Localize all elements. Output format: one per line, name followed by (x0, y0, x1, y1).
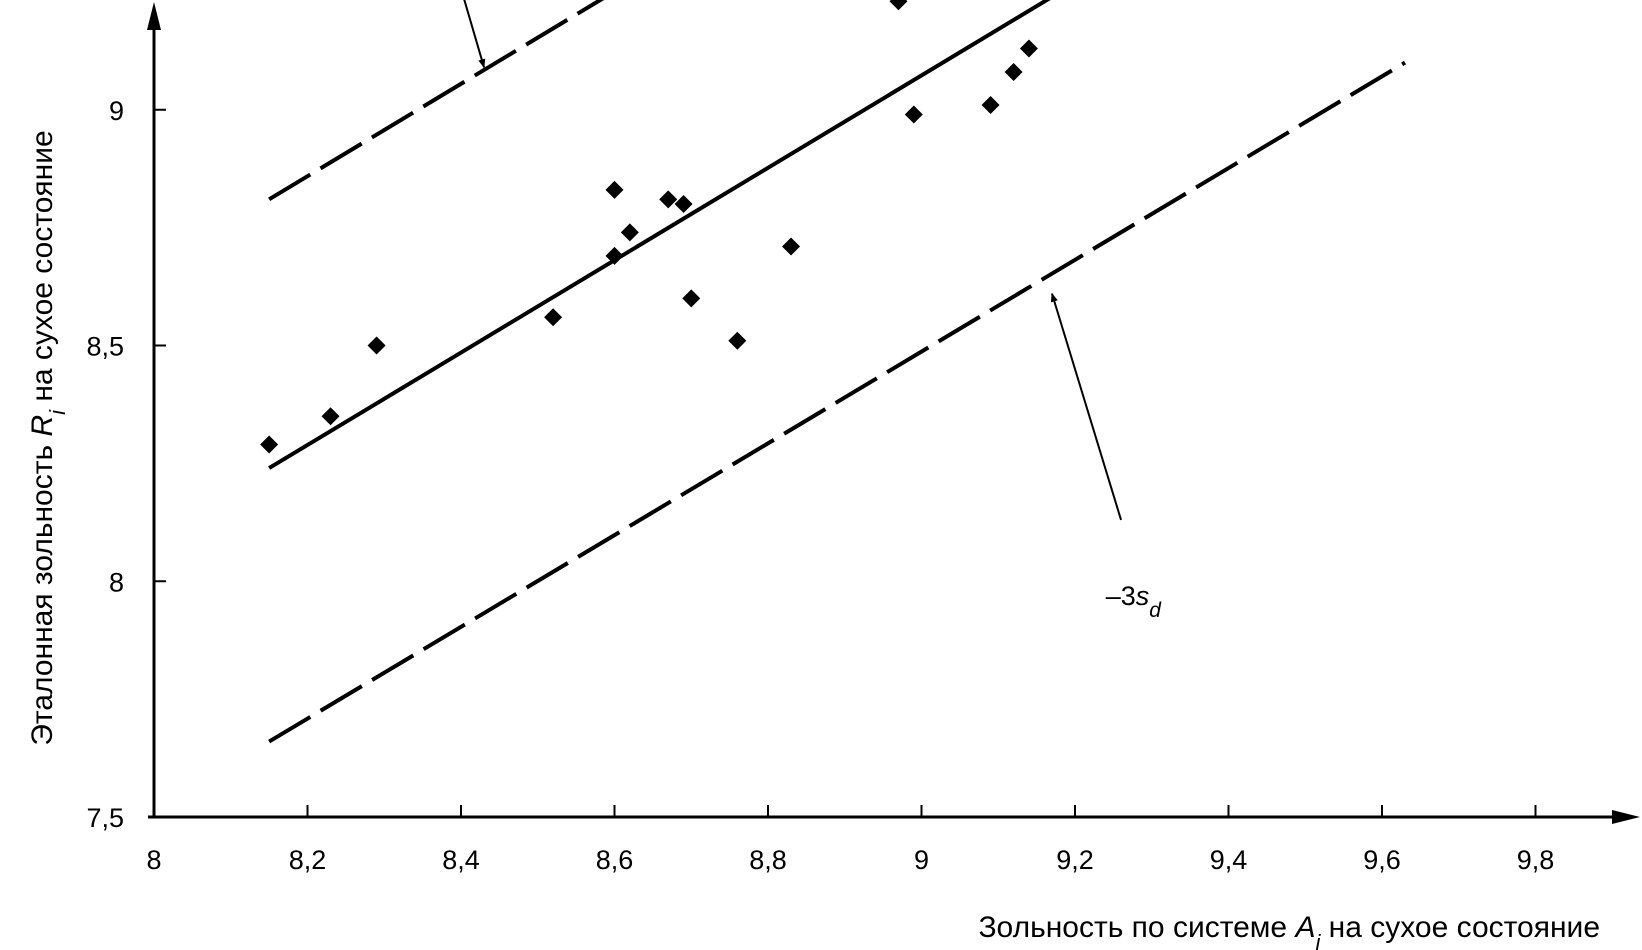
data-point (728, 331, 747, 350)
y-tick-label: 9 (109, 96, 124, 126)
data-point (682, 289, 701, 308)
x-axis-label: Зольность по системе Ai на сухое состоян… (978, 911, 1600, 950)
data-points (260, 0, 1038, 454)
limit-line (268, 0, 605, 202)
x-tick-label: 9,4 (1210, 845, 1248, 875)
y-axis-arrow (147, 2, 161, 30)
lower-arrow (1050, 292, 1123, 521)
y-ticks: 7,588,599,51010,5 (86, 96, 166, 833)
x-tick-label: 8,4 (442, 845, 480, 875)
regression-line (268, 0, 1051, 470)
upper-arrow (463, 0, 486, 69)
x-tick-label: 8,8 (749, 845, 787, 875)
y-tick-label: 8,5 (86, 332, 124, 362)
x-tick-label: 9,8 (1517, 845, 1555, 875)
data-point (367, 336, 386, 355)
x-tick-label: 9,2 (1056, 845, 1094, 875)
y-tick-label: 8 (109, 567, 124, 597)
x-ticks: 8 8,2 8,4 8,6 8,8 9 9,2 9,4 9,6 9,8 (146, 805, 1554, 875)
data-point (674, 195, 693, 214)
data-point (782, 237, 801, 256)
x-tick-label: 9,6 (1363, 845, 1401, 875)
x-tick-label: 8 (146, 845, 161, 875)
y-axis-label: Эталонная зольность Ri на сухое состояни… (26, 130, 70, 745)
data-point (659, 190, 678, 209)
data-point (605, 246, 624, 265)
data-point (904, 105, 923, 124)
data-point (321, 407, 340, 426)
data-point (889, 0, 908, 11)
data-point (605, 180, 624, 199)
x-tick-label: 8,2 (289, 845, 327, 875)
data-point (1019, 39, 1038, 58)
x-tick-label: 8,6 (596, 845, 634, 875)
x-tick-label: 9 (914, 845, 929, 875)
trend-lines (268, 0, 1407, 744)
limit-line (268, 60, 1407, 744)
data-point (620, 223, 639, 242)
data-point (1004, 63, 1023, 82)
lower-label: –3sd (1106, 581, 1163, 622)
y-tick-label: 7,5 (86, 803, 124, 833)
data-point (544, 308, 563, 327)
axes (147, 2, 1640, 824)
x-axis-arrow (1612, 810, 1640, 824)
annotations: +3sd–3sd1 (463, 0, 1163, 622)
data-point (981, 96, 1000, 115)
data-point (260, 435, 279, 454)
